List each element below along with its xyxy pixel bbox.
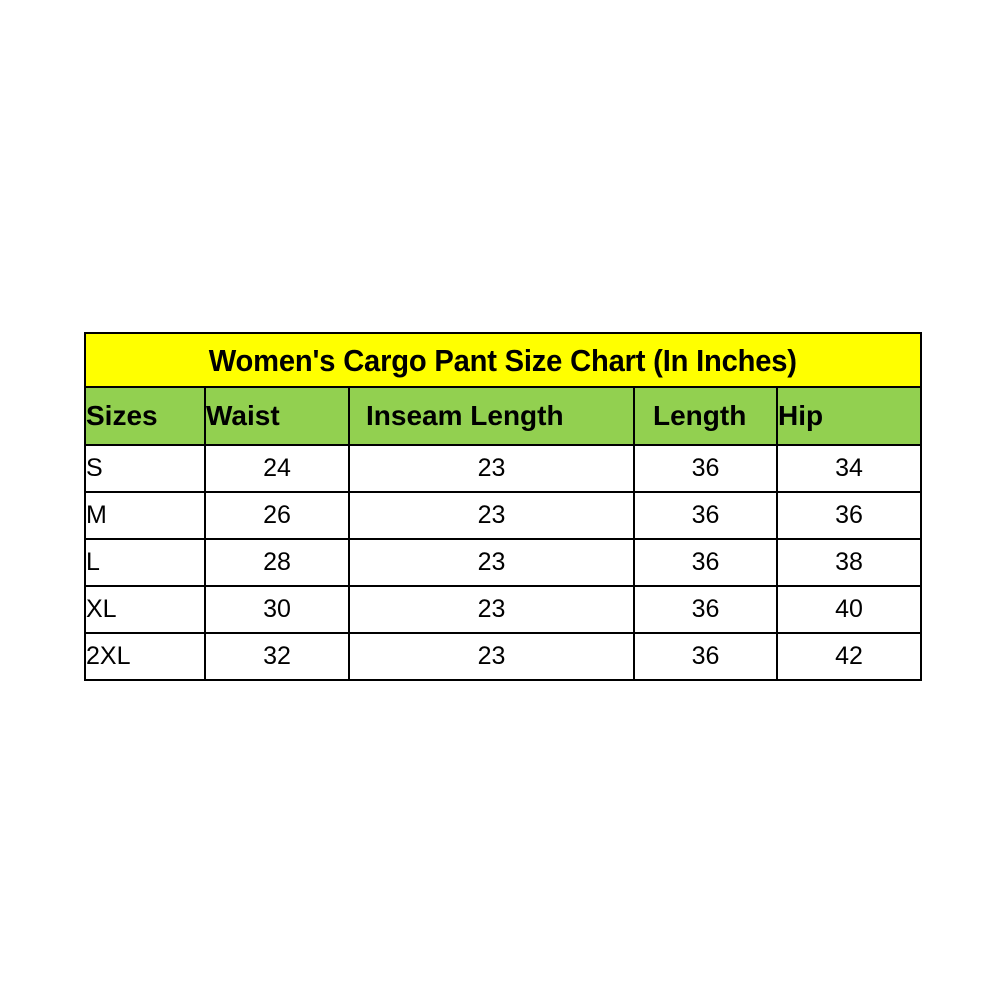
cell-waist: 32	[204, 632, 350, 681]
cell-length: 36	[633, 491, 778, 540]
chart-title: Women's Cargo Pant Size Chart (In Inches…	[208, 342, 798, 378]
cell-inseam: 23	[348, 538, 635, 587]
table-header-row: Sizes Waist Inseam Length Length Hip	[84, 386, 923, 446]
cell-waist: 28	[204, 538, 350, 587]
table-row: S 24 23 36 34	[84, 444, 923, 493]
column-header-inseam-length: Inseam Length	[348, 386, 635, 446]
cell-length: 36	[633, 632, 778, 681]
column-header-sizes: Sizes	[84, 386, 206, 446]
cell-length: 36	[633, 585, 778, 634]
table-row: M 26 23 36 36	[84, 491, 923, 540]
column-header-hip: Hip	[775, 386, 923, 446]
cell-waist: 26	[204, 491, 350, 540]
table-row: L 28 23 36 38	[84, 538, 923, 587]
cell-hip: 38	[775, 538, 923, 587]
cell-length: 36	[633, 538, 778, 587]
size-chart-table: Women's Cargo Pant Size Chart (In Inches…	[83, 332, 923, 681]
cell-hip: 34	[775, 444, 923, 493]
cell-hip: 40	[775, 585, 923, 634]
column-header-length: Length	[633, 386, 778, 446]
cell-hip: 42	[775, 632, 923, 681]
cell-waist: 30	[204, 585, 350, 634]
cell-length: 36	[633, 444, 778, 493]
cell-size: L	[84, 538, 206, 587]
cell-waist: 24	[204, 444, 350, 493]
cell-size: S	[84, 444, 206, 493]
size-chart-container: Women's Cargo Pant Size Chart (In Inches…	[83, 332, 923, 681]
cell-size: XL	[84, 585, 206, 634]
column-header-waist: Waist	[204, 386, 350, 446]
cell-size: 2XL	[84, 632, 206, 681]
cell-inseam: 23	[348, 632, 635, 681]
table-row: 2XL 32 23 36 42	[84, 632, 923, 681]
chart-title-cell: Women's Cargo Pant Size Chart (In Inches…	[83, 332, 923, 388]
cell-inseam: 23	[348, 444, 635, 493]
cell-inseam: 23	[348, 491, 635, 540]
cell-inseam: 23	[348, 585, 635, 634]
table-row: XL 30 23 36 40	[84, 585, 923, 634]
chart-title-row: Women's Cargo Pant Size Chart (In Inches…	[83, 332, 923, 388]
cell-size: M	[84, 491, 206, 540]
cell-hip: 36	[775, 491, 923, 540]
